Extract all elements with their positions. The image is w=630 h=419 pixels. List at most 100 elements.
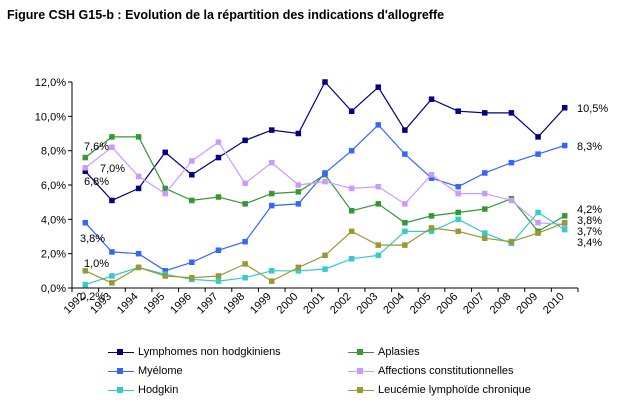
data-point xyxy=(348,108,355,114)
data-point xyxy=(109,273,115,279)
start-data-label: 7,0% xyxy=(100,163,125,175)
data-point xyxy=(135,173,142,180)
data-point xyxy=(561,142,568,149)
legend-label: Hodgkin xyxy=(138,384,179,396)
data-point xyxy=(322,79,328,85)
data-point xyxy=(455,108,461,114)
data-point xyxy=(375,122,382,128)
data-point xyxy=(482,206,488,212)
legend-item: Affections constitutionnelles xyxy=(348,365,514,377)
data-point xyxy=(268,202,275,209)
data-point xyxy=(508,110,515,116)
legend-swatch-icon xyxy=(108,386,134,395)
data-point xyxy=(295,189,302,195)
x-tick-label: 2007 xyxy=(461,291,487,317)
data-point xyxy=(162,273,168,279)
end-data-label: 4,2% xyxy=(577,204,602,216)
data-point xyxy=(215,273,222,279)
legend-item: Myélome xyxy=(108,365,183,377)
x-tick-label: 1997 xyxy=(195,291,221,317)
data-point xyxy=(82,220,89,226)
data-point xyxy=(109,134,115,140)
data-point xyxy=(482,190,488,197)
data-point xyxy=(561,213,568,219)
legend-item: Lymphomes non hodgkiniens xyxy=(108,346,281,358)
data-point xyxy=(82,154,89,161)
data-point xyxy=(402,151,408,157)
legend-item: Leucémie lymphoïde chronique xyxy=(348,384,531,396)
data-point xyxy=(482,235,488,241)
data-point xyxy=(482,170,488,176)
data-point xyxy=(242,261,248,267)
data-point xyxy=(455,209,461,216)
data-point xyxy=(242,238,248,245)
data-point xyxy=(268,268,275,274)
data-point xyxy=(135,134,142,140)
data-point xyxy=(508,238,515,245)
data-point xyxy=(189,259,195,265)
legend-label: Leucémie lymphoïde chronique xyxy=(378,384,531,396)
end-data-label: 3,7% xyxy=(577,226,602,238)
data-point xyxy=(135,264,142,271)
legend-swatch-icon xyxy=(108,348,134,357)
x-tick-label: 2006 xyxy=(434,291,460,317)
data-point xyxy=(535,209,541,216)
start-data-label: 3,8% xyxy=(80,233,105,245)
data-point xyxy=(109,144,115,150)
data-point xyxy=(189,158,195,164)
legend-label: Lymphomes non hodgkiniens xyxy=(138,346,281,358)
x-tick-label: 1994 xyxy=(115,291,141,317)
end-data-label: 8,3% xyxy=(577,141,602,153)
data-point xyxy=(455,183,461,190)
x-tick-label: 2003 xyxy=(355,291,381,317)
data-point xyxy=(482,230,488,236)
data-point xyxy=(561,220,568,226)
data-point xyxy=(428,213,435,219)
data-point xyxy=(482,110,488,116)
data-point xyxy=(189,171,195,178)
start-data-label: 1,0% xyxy=(84,258,109,270)
data-point xyxy=(322,170,328,176)
series-line xyxy=(84,124,565,272)
data-point xyxy=(428,96,435,102)
data-point xyxy=(215,194,222,200)
x-tick-label: 2010 xyxy=(541,291,567,317)
data-point xyxy=(428,171,435,178)
end-data-label: 10,5% xyxy=(577,103,608,115)
legend-swatch-icon xyxy=(348,386,374,395)
data-point xyxy=(455,190,461,197)
data-point xyxy=(348,147,355,154)
data-point xyxy=(402,242,408,248)
data-point xyxy=(295,182,302,188)
data-point xyxy=(215,139,222,145)
x-tick-label: 2001 xyxy=(301,291,327,317)
data-point xyxy=(428,225,435,231)
data-point xyxy=(242,274,248,281)
x-tick-label: 2005 xyxy=(408,291,434,317)
y-tick-label: 8,0% xyxy=(41,146,66,158)
y-tick-label: 6,0% xyxy=(41,180,66,192)
data-point xyxy=(242,201,248,207)
legend-label: Affections constitutionnelles xyxy=(378,365,514,377)
x-tick-label: 1995 xyxy=(142,291,168,317)
data-point xyxy=(535,134,541,140)
x-tick-label: 2000 xyxy=(275,291,301,317)
data-point xyxy=(322,266,328,272)
data-point xyxy=(535,230,541,236)
end-data-label: 3,8% xyxy=(577,215,602,227)
legend-label: Aplasies xyxy=(378,346,420,358)
data-point xyxy=(561,226,568,233)
data-point xyxy=(348,256,355,262)
data-point xyxy=(535,220,541,226)
data-point xyxy=(82,281,89,288)
data-point xyxy=(162,190,168,197)
data-point xyxy=(375,242,382,248)
data-point xyxy=(535,151,541,157)
data-point xyxy=(268,159,275,166)
data-point xyxy=(508,159,515,166)
data-point xyxy=(295,130,302,137)
x-tick-label: 2002 xyxy=(328,291,354,317)
data-point xyxy=(295,264,302,271)
data-point xyxy=(268,127,275,133)
data-point xyxy=(189,274,195,281)
